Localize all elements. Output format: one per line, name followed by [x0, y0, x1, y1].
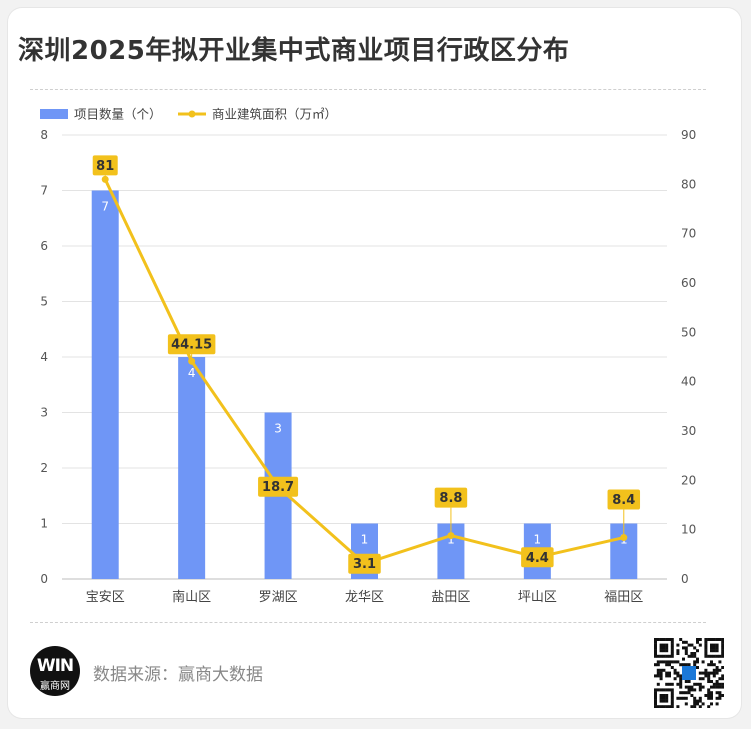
y-right-tick-label: 40 — [681, 375, 696, 389]
line-value-label-box — [434, 487, 468, 508]
y-right-tick-label: 80 — [681, 177, 696, 191]
line-value-label-box — [258, 476, 299, 497]
line-value-label: 4.4 — [526, 551, 549, 566]
qr-code-icon — [654, 638, 724, 708]
y-left-tick-label: 1 — [40, 517, 48, 531]
y-right-tick-label: 60 — [681, 276, 696, 290]
logo-subtext: 赢商网 — [40, 681, 70, 692]
bar-value-label: 7 — [101, 200, 109, 214]
x-tick-label: 南山区 — [172, 589, 211, 605]
bar-value-label: 4 — [188, 366, 196, 380]
bar-value-label: 1 — [534, 533, 542, 547]
brand-logo: WIN 赢商网 — [30, 646, 80, 696]
y-right-tick-label: 20 — [681, 473, 696, 487]
y-left-tick-label: 2 — [40, 461, 48, 475]
legend-bar-swatch — [40, 109, 68, 119]
line-value-label-box — [607, 489, 641, 510]
logo-text: WIN — [36, 656, 74, 676]
x-tick-label: 龙华区 — [345, 590, 384, 605]
bar — [178, 357, 206, 579]
y-left-tick-label: 6 — [40, 239, 48, 253]
y-right-tick-label: 0 — [681, 572, 689, 586]
legend-bar-label: 项目数量（个） — [74, 107, 162, 122]
line-value-label-box — [348, 553, 381, 574]
y-left-tick-label: 8 — [40, 128, 48, 142]
legend-line-marker — [188, 110, 196, 118]
line-value-label-box — [167, 334, 216, 355]
y-right-tick-label: 10 — [681, 523, 696, 537]
x-tick-label: 罗湖区 — [259, 590, 298, 605]
line-value-label: 18.7 — [262, 480, 294, 495]
y-left-tick-label: 5 — [40, 295, 48, 309]
y-left-tick-label: 0 — [40, 572, 48, 586]
line-value-label: 3.1 — [353, 557, 376, 572]
bar-value-label: 1 — [361, 533, 369, 547]
x-tick-label: 宝安区 — [86, 590, 125, 605]
bar-value-label: 1 — [447, 533, 455, 547]
data-source-text: 数据来源：赢商大数据 — [93, 665, 263, 685]
line-value-label-box — [521, 547, 554, 568]
y-right-tick-label: 90 — [681, 128, 696, 142]
y-left-tick-label: 4 — [40, 350, 48, 364]
bar — [91, 190, 119, 579]
line-value-label: 81 — [96, 159, 114, 174]
x-tick-label: 盐田区 — [431, 590, 470, 605]
y-left-tick-label: 3 — [40, 406, 48, 420]
bar-value-label: 3 — [274, 422, 282, 436]
footer-divider — [30, 622, 706, 623]
line-value-label: 44.15 — [171, 338, 212, 353]
y-left-tick-label: 7 — [40, 184, 48, 198]
line-value-label: 8.4 — [612, 493, 635, 508]
y-right-tick-label: 50 — [681, 325, 696, 339]
x-tick-label: 坪山区 — [518, 590, 557, 605]
line-value-label-box — [92, 155, 118, 176]
y-right-tick-label: 70 — [681, 227, 696, 241]
y-right-tick-label: 30 — [681, 424, 696, 438]
chart-card — [8, 8, 741, 718]
page-title: 深圳2025年拟开业集中式商业项目行政区分布 — [18, 36, 570, 66]
x-tick-label: 福田区 — [604, 590, 643, 605]
title-divider — [30, 89, 706, 90]
legend-line-label: 商业建筑面积（万㎡） — [212, 107, 337, 122]
line-value-label: 8.8 — [439, 491, 462, 506]
